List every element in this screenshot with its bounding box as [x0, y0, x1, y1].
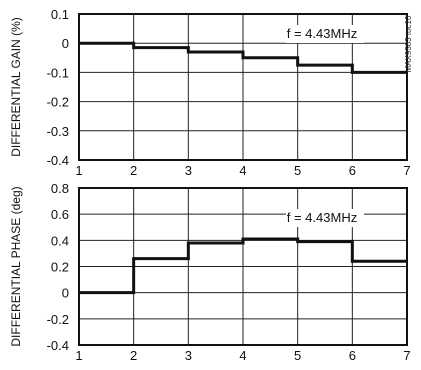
y-tick-label: 0.8	[51, 181, 69, 196]
plot-frame	[78, 187, 408, 346]
x-tick-label: 6	[349, 348, 356, 363]
chart-panel-2: 0.8 0.6 0.4 0.2 0 -0.2 -0.4 1 2 3 4 5 6 7 DIFFERENTIAL…	[9, 181, 410, 363]
y-tick-label: 0	[62, 36, 69, 51]
x-tick-label: 7	[403, 348, 410, 363]
y-tick-label: -0.2	[47, 312, 69, 327]
y-tick-label: 0.4	[51, 233, 69, 248]
x-tick-label: 2	[130, 163, 137, 178]
series-step-line	[79, 41, 407, 74]
part-code-label: MAX9583 toc10	[404, 15, 413, 72]
plot-frame	[78, 13, 408, 161]
y-tick-label: 0.2	[51, 260, 69, 275]
x-tick-label: 4	[239, 348, 246, 363]
y-tick-label: -0.4	[47, 153, 69, 168]
frequency-annotation: f = 4.43MHz	[287, 26, 357, 41]
y-tick-label: -0.3	[47, 124, 69, 139]
annotation-background	[286, 209, 364, 227]
x-tick-label: 5	[294, 163, 301, 178]
y-tick-label: 0.6	[51, 207, 69, 222]
y-tick-label: -0.1	[47, 65, 69, 80]
x-tick-label: 5	[294, 348, 301, 363]
y-axis-label: DIFFERENTIAL GAIN (%)	[9, 17, 23, 157]
y-axis-label: DIFFERENTIAL PHASE (deg)	[9, 186, 23, 346]
y-tick-label: 0	[62, 286, 69, 301]
chart-panel-1: 0.1 0 -0.1 -0.2 -0.3 -0.4 1 2 3 4 5 6 7 DIFFERENTIAL …	[9, 7, 413, 178]
y-tick-label: -0.2	[47, 95, 69, 110]
x-tick-label: 1	[75, 163, 82, 178]
x-tick-label: 1	[75, 348, 82, 363]
x-tick-label: 3	[185, 163, 192, 178]
annotation-background	[286, 25, 364, 43]
x-tick-label: 3	[185, 348, 192, 363]
y-tick-label: 0.1	[51, 7, 69, 22]
x-tick-label: 4	[239, 163, 246, 178]
x-tick-label: 6	[349, 163, 356, 178]
x-tick-label: 7	[403, 163, 410, 178]
y-tick-label: -0.4	[47, 338, 69, 353]
frequency-annotation: f = 4.43MHz	[287, 210, 357, 225]
x-tick-label: 2	[130, 348, 137, 363]
series-step-line	[79, 237, 407, 295]
